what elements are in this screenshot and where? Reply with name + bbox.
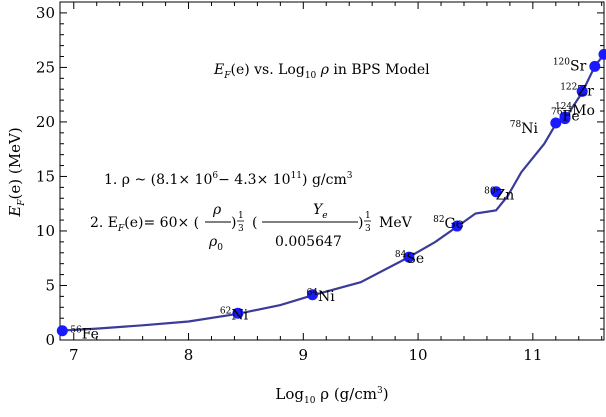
svg-text:2. EF(e)= 60× (: 2. EF(e)= 60× ( [90, 215, 199, 234]
svg-text:1: 1 [365, 211, 371, 221]
y-tick-label: 10 [36, 222, 55, 240]
data-point [57, 325, 68, 336]
svg-text:ρ: ρ [212, 202, 222, 218]
svg-text:Ye: Ye [313, 202, 328, 221]
point-label: 80Zn [484, 187, 514, 204]
data-point [589, 61, 600, 72]
svg-text:1: 1 [238, 211, 244, 221]
y-tick-label: 20 [36, 113, 55, 131]
annotation-line1: 1. ρ ~ (8.1× 106− 4.3× 1011) g/cm3 [104, 171, 353, 188]
svg-text:(: ( [252, 215, 257, 231]
y-tick-label: 25 [36, 58, 55, 76]
x-tick-label: 11 [523, 346, 542, 364]
point-label: 82Ge [433, 215, 464, 232]
svg-text:): ) [231, 215, 236, 231]
y-tick-label: 5 [45, 276, 55, 294]
y-tick-label: 30 [36, 4, 55, 22]
point-label: 62Ni [220, 306, 249, 323]
y-tick-label: 15 [36, 167, 55, 185]
svg-text:MeV: MeV [379, 215, 413, 231]
point-label: 84Se [395, 250, 424, 267]
y-axis-title: EF(e) (MeV) [6, 127, 27, 217]
svg-text:3: 3 [238, 224, 244, 234]
data-point [599, 49, 606, 60]
svg-text:0.005647: 0.005647 [275, 234, 342, 250]
x-axis-title: Log10 ρ (g/cm3) [275, 385, 388, 406]
point-label: 78Ni [510, 120, 539, 137]
point-label: 120Sr [553, 57, 587, 74]
x-tick-label: 7 [69, 346, 79, 364]
point-label: 64Ni [306, 288, 335, 305]
annotation-heading: EF(e) vs. Log10 ρ in BPS Model [213, 62, 430, 81]
svg-text:3: 3 [365, 224, 371, 234]
x-axis-title-sub: 10 [304, 396, 316, 406]
x-tick-label: 9 [299, 346, 309, 364]
x-tick-label: 10 [409, 346, 428, 364]
svg-text:): ) [358, 215, 363, 231]
point-label: 122Zr [560, 82, 594, 99]
svg-text:ρ0: ρ0 [208, 234, 223, 253]
annotation-line2: 2. EF(e)= 60× ( ρ ρ0 ) 1 3 ( Ye 0.005647… [90, 202, 413, 253]
x-tick-label: 8 [184, 346, 194, 364]
y-tick-label: 0 [45, 331, 55, 349]
